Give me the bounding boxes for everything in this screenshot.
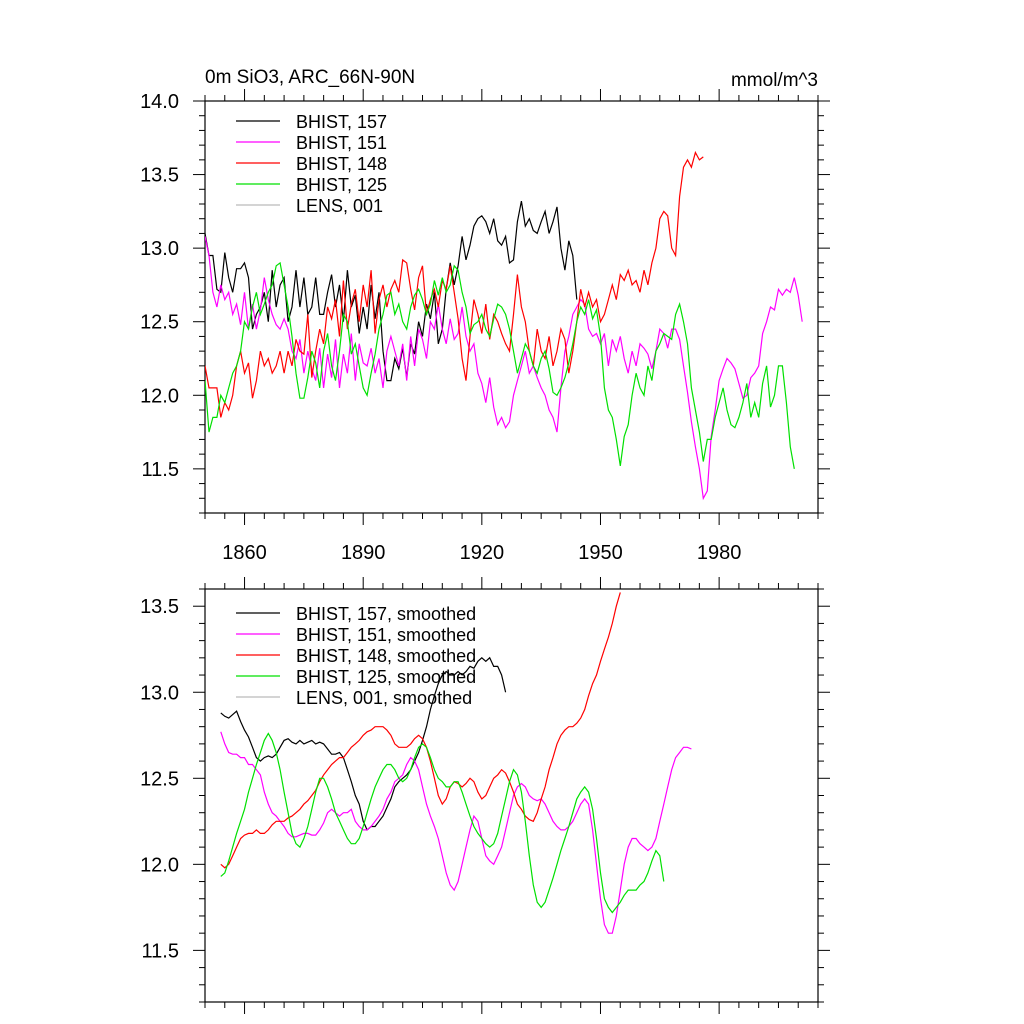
legend-label: BHIST, 157, smoothed: [296, 604, 476, 624]
series-group: [205, 150, 803, 501]
series-line-bhist-125-smoothed: [220, 732, 665, 914]
y-tick-label: 12.0: [140, 854, 179, 876]
legend-label: BHIST, 148, smoothed: [296, 646, 476, 666]
series-line-bhist-151-smoothed: [220, 731, 692, 934]
legend-label: BHIST, 125, smoothed: [296, 667, 476, 687]
top-panel: 1860 1890 1920 1950 1980 11.5 12.0 12.5 13.0 13.5…: [140, 89, 830, 564]
x-tick-label: 1980: [697, 542, 742, 564]
y-tick-label: 11.5: [142, 459, 179, 481]
x-tick-label: 1860: [222, 542, 267, 564]
y-tick-label: 13.0: [140, 682, 179, 704]
series-line-bhist-157: [205, 200, 578, 382]
y-tick-label: 11.5: [142, 940, 179, 962]
y-tick-label: 14.0: [140, 91, 179, 113]
chart-units: mmol/m^3: [731, 70, 818, 91]
chart-title: 0m SiO3, ARC_66N-90N: [205, 67, 415, 88]
legend-label: BHIST, 151: [296, 133, 387, 153]
legend-label: BHIST, 148: [296, 154, 387, 174]
series-group: [220, 592, 692, 934]
y-tick-label: 13.5: [140, 165, 179, 187]
y-tick-label: 12.5: [140, 768, 179, 790]
series-line-bhist-151: [205, 236, 803, 501]
y-tick-label: 12.5: [140, 312, 179, 334]
x-tick-label: 1890: [341, 542, 386, 564]
legend-label: BHIST, 151, smoothed: [296, 625, 476, 645]
y-tick-label: 12.0: [140, 385, 179, 407]
x-tick-label: 1950: [578, 542, 623, 564]
legend-label: LENS, 001, smoothed: [296, 688, 472, 708]
bottom-panel: 11.5 12.0 12.5 13.0 13.5 BHIST, 157, smoothed…: [140, 577, 830, 1014]
legend-label: BHIST, 157: [296, 112, 387, 132]
x-tick-label: 1920: [460, 542, 505, 564]
series-line-bhist-148-smoothed: [220, 592, 621, 869]
legend-label: LENS, 001: [296, 196, 383, 216]
series-line-bhist-148: [205, 150, 704, 418]
legend-label: BHIST, 125: [296, 175, 387, 195]
y-tick-label: 13.0: [140, 238, 179, 260]
series-line-bhist-157-smoothed: [220, 656, 507, 831]
series-line-bhist-125: [205, 261, 795, 470]
y-tick-label: 13.5: [140, 596, 179, 618]
